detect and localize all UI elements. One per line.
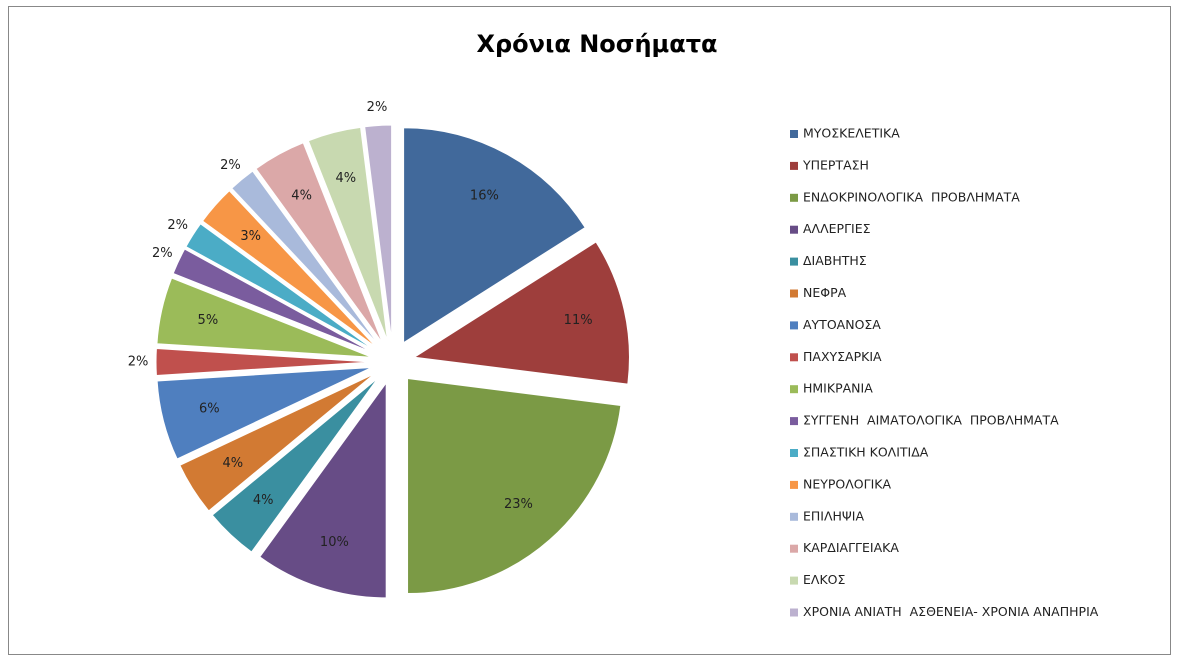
pie-slice xyxy=(172,248,374,354)
data-label: 3% xyxy=(240,229,261,244)
pie-slice xyxy=(156,366,372,460)
legend-label: ΗΜΙΚΡΑΝΙΑ xyxy=(803,381,873,396)
legend-swatch xyxy=(790,512,798,521)
pie-slice xyxy=(307,126,389,341)
data-label: 4% xyxy=(223,456,244,471)
pie-slice xyxy=(156,277,372,358)
pie-slice xyxy=(259,381,387,599)
data-label: 4% xyxy=(253,493,274,508)
pie-slice xyxy=(255,142,383,344)
legend-swatch xyxy=(790,257,798,266)
data-label: 2% xyxy=(220,158,241,173)
data-label: 6% xyxy=(199,402,220,417)
data-label: 2% xyxy=(167,218,188,233)
pie-slice xyxy=(179,373,375,512)
legend-swatch xyxy=(790,449,798,457)
pie-slice xyxy=(403,127,586,344)
legend-label: ΣΠΑΣΤΙΚΗ ΚΟΛΙΤΙΔΑ xyxy=(803,445,929,460)
data-label: 16% xyxy=(470,188,499,203)
legend-swatch xyxy=(790,130,798,138)
legend-label: ΝΕΥΡΟΛΟΓΙΚΑ xyxy=(803,476,891,491)
legend-label: ΕΝΔΟΚΡΙΝΟΛΟΓΙΚΑ ΠΡΟΒΛΗΜΑΤΑ xyxy=(803,189,1020,204)
legend-swatch xyxy=(790,225,798,234)
legend-swatch xyxy=(790,161,798,170)
legend-swatch xyxy=(790,544,798,553)
pie-slice xyxy=(413,241,630,385)
legend-swatch xyxy=(790,289,798,298)
pie-slice xyxy=(201,190,377,348)
legend-label: ΕΠΙΛΗΨΙΑ xyxy=(803,508,864,523)
data-label: 11% xyxy=(564,313,593,328)
data-label: 2% xyxy=(152,246,173,261)
legend-swatch xyxy=(790,353,798,362)
legend-label: ΠΑΧΥΣΑΡΚΙΑ xyxy=(803,349,882,364)
legend-label: ΑΛΛΕΡΓΙΕΣ xyxy=(803,221,871,236)
data-label: 10% xyxy=(320,535,349,550)
legend-label: ΝΕΦΡΑ xyxy=(803,285,847,300)
legend-swatch xyxy=(790,385,798,394)
legend-label: ΧΡΟΝΙΑ ΑΝΙΑΤΗ ΑΣΘΕΝΕΙΑ- ΧΡΟΝΙΑ ΑΝΑΠΗΡΙΑ xyxy=(803,604,1099,619)
data-label: 2% xyxy=(128,355,149,370)
legend-swatch xyxy=(790,417,798,426)
legend-label: ΣΥΓΓΕΝΗ ΑΙΜΑΤΟΛΟΓΙΚΑ ΠΡΟΒΛΗΜΑΤΑ xyxy=(803,413,1059,428)
legend-label: ΚΑΡΔΙΑΓΓΕΙΑΚΑ xyxy=(803,540,899,555)
legend-label: ΜΥΟΣΚΕΛΕΤΙΚΑ xyxy=(803,126,900,141)
pie-slice xyxy=(364,124,393,341)
legend-swatch xyxy=(790,576,798,585)
pie-slice xyxy=(211,377,379,553)
pie-slice xyxy=(155,347,372,377)
legend-label: ΔΙΑΒΗΤΗΣ xyxy=(803,253,867,268)
data-label: 4% xyxy=(336,171,357,186)
legend-label: ΥΠΕΡΤΑΣΗ xyxy=(802,157,869,172)
legend-label: ΑΥΤΟΑΝΟΣΑ xyxy=(803,317,881,332)
data-label: 2% xyxy=(367,100,388,115)
chart-title: Χρόνια Νοσήματα xyxy=(476,30,717,58)
legend-swatch xyxy=(790,608,798,617)
pie-slice xyxy=(185,223,375,351)
legend-swatch xyxy=(790,193,798,202)
data-label: 4% xyxy=(291,188,312,203)
data-label: 5% xyxy=(198,313,219,328)
data-label: 23% xyxy=(504,497,533,512)
legend-swatch xyxy=(790,480,798,489)
pie-slice xyxy=(407,377,622,595)
pie-slice xyxy=(231,170,380,346)
legend-swatch xyxy=(790,321,798,330)
legend-label: ΕΛΚΟΣ xyxy=(803,572,845,587)
